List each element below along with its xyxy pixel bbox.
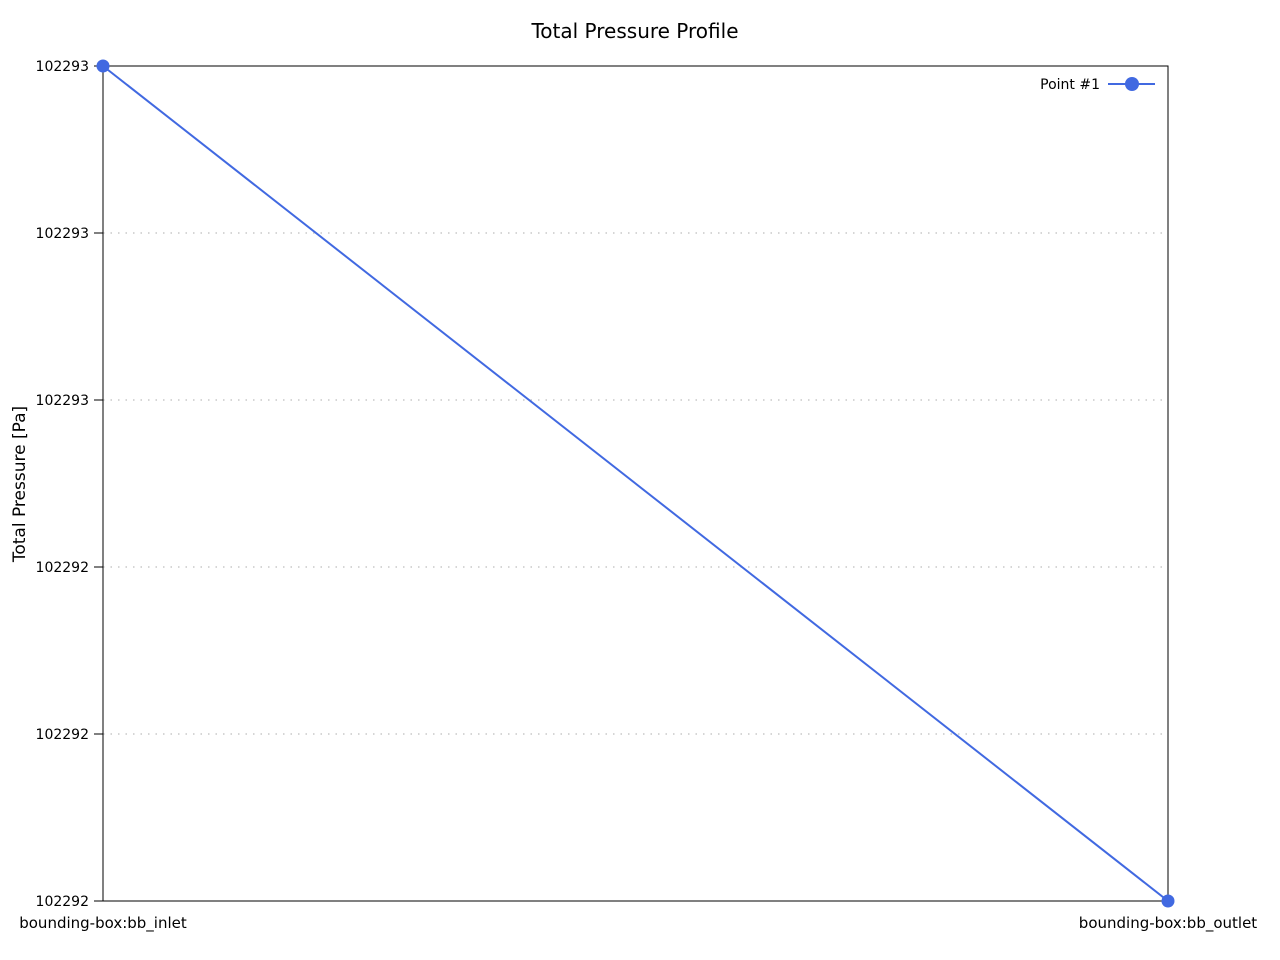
series-line	[102, 65, 1169, 902]
axes: 102293 102293 102293 102292 102292 102292 boun…	[19, 59, 1257, 933]
y-tick-label: 102293	[36, 393, 89, 409]
data-point-marker	[96, 59, 110, 73]
x-tick-label: bounding-box:bb_outlet	[1079, 914, 1258, 933]
y-tick-label: 102293	[36, 226, 89, 242]
legend: Point #1	[1040, 77, 1155, 93]
x-tick-label: bounding-box:bb_inlet	[19, 914, 187, 933]
y-tick-label: 102293	[36, 59, 89, 75]
series	[96, 59, 1175, 908]
y-axis-label: Total Pressure [Pa]	[10, 406, 30, 563]
gridlines	[103, 232, 1168, 735]
plot-border	[102, 65, 1169, 902]
data-point-marker	[1161, 894, 1175, 908]
y-tick-label: 102292	[36, 727, 89, 743]
legend-label: Point #1	[1040, 77, 1100, 93]
chart-title: Total Pressure Profile	[530, 19, 738, 43]
y-tick-label: 102292	[36, 894, 89, 910]
y-tick-label: 102292	[36, 560, 89, 576]
legend-marker	[1125, 77, 1139, 91]
